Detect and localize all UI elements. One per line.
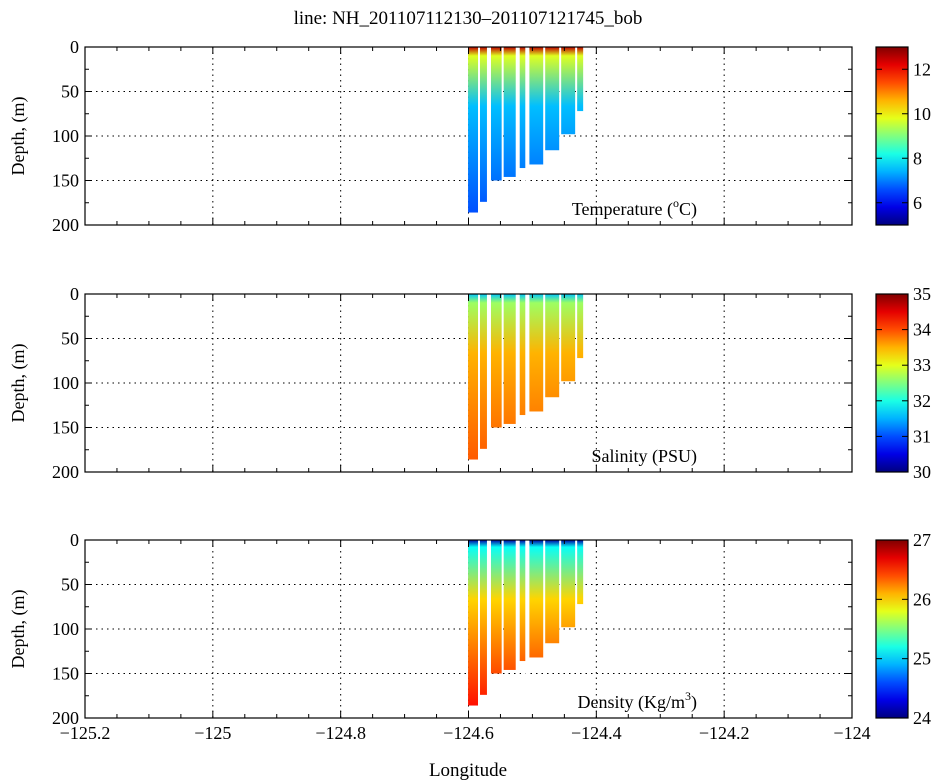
colorbar-tick-label-0: 30 bbox=[913, 462, 931, 482]
data-column-5 bbox=[529, 294, 544, 412]
data-gap-1 bbox=[515, 47, 520, 217]
colorbar bbox=[875, 539, 909, 719]
data-gap-1 bbox=[515, 540, 520, 710]
data-gap-1 bbox=[515, 294, 520, 464]
y-tick-label-2: 100 bbox=[52, 126, 79, 146]
y-tick-label-2: 100 bbox=[52, 373, 79, 393]
data-column-7 bbox=[561, 540, 576, 628]
data-column-3 bbox=[503, 540, 517, 670]
data-column-0 bbox=[468, 47, 479, 213]
annotation-superscript: o bbox=[673, 196, 679, 210]
data-column-6 bbox=[545, 540, 560, 644]
x-tick-label-1: −125 bbox=[194, 723, 231, 743]
x-tick-label-5: −124.2 bbox=[699, 723, 750, 743]
figure-title: line: NH_201107112130–201107121745_bob bbox=[294, 8, 643, 29]
colorbar-tick-label-4: 34 bbox=[913, 320, 931, 340]
colorbar bbox=[875, 46, 909, 226]
x-tick-label-0: −125.2 bbox=[60, 723, 111, 743]
annotation-text: Density (Kg/m bbox=[578, 692, 686, 713]
x-tick-label-4: −124.4 bbox=[571, 723, 622, 743]
y-tick-label-3: 150 bbox=[52, 418, 79, 438]
colorbar-tick-label-3: 27 bbox=[913, 530, 931, 550]
data-gap-2 bbox=[525, 294, 530, 464]
data-gap-2 bbox=[525, 47, 530, 217]
annotation-end: C) bbox=[679, 199, 697, 220]
data-column-2 bbox=[490, 540, 502, 674]
x-tick-label-3: −124.6 bbox=[443, 723, 494, 743]
data-column-3 bbox=[503, 294, 517, 424]
colorbar-tick-label-1: 25 bbox=[913, 649, 931, 669]
data-column-7 bbox=[561, 294, 576, 382]
y-tick-label-1: 50 bbox=[61, 575, 79, 595]
y-tick-label-0: 0 bbox=[70, 37, 79, 57]
y-tick-label-1: 50 bbox=[61, 329, 79, 349]
colorbar-tick-label-5: 35 bbox=[913, 284, 931, 304]
annotation-superscript: 3 bbox=[685, 689, 691, 703]
panel-annotation: Density (Kg/m3) bbox=[578, 689, 698, 713]
colorbar-tick-label-3: 12 bbox=[913, 59, 931, 79]
colorbar-tick-label-3: 33 bbox=[913, 355, 931, 375]
panel-salinity: 0 50 100 150 200 Depth, (m) Salinity (PSU) 30 31… bbox=[8, 284, 931, 482]
annotation-text: Salinity (PSU) bbox=[591, 446, 697, 467]
colorbar-tick-label-0: 24 bbox=[913, 708, 931, 728]
y-axis-label: Depth, (m) bbox=[8, 590, 29, 669]
colorbar-tick-label-1: 8 bbox=[913, 148, 922, 168]
panel-density: 0 50 100 150 200−125.2 −125 −124.8 −124.6 −124.4… bbox=[8, 530, 931, 743]
data-gap-0 bbox=[486, 294, 491, 464]
y-tick-label-3: 150 bbox=[52, 171, 79, 191]
y-axis-label: Depth, (m) bbox=[8, 344, 29, 423]
colorbar-tick-label-0: 6 bbox=[913, 193, 922, 213]
data-column-4 bbox=[518, 540, 528, 662]
colorbar-tick-label-2: 32 bbox=[913, 391, 931, 411]
data-column-6 bbox=[545, 47, 560, 151]
colorbar-tick-label-2: 26 bbox=[913, 589, 931, 609]
y-tick-label-3: 150 bbox=[52, 664, 79, 684]
data-column-0 bbox=[468, 540, 479, 706]
data-column-6 bbox=[545, 294, 560, 398]
data-column-5 bbox=[529, 47, 544, 165]
data-gap-2 bbox=[525, 540, 530, 710]
data-column-0 bbox=[468, 294, 479, 460]
x-tick-label-6: −124 bbox=[833, 723, 870, 743]
panel-annotation: Temperature (oC) bbox=[572, 196, 697, 220]
data-column-3 bbox=[503, 47, 517, 177]
data-column-1 bbox=[480, 294, 489, 449]
colorbar bbox=[875, 293, 909, 473]
data-column-2 bbox=[490, 294, 502, 428]
data-gap-0 bbox=[486, 540, 491, 710]
data-column-4 bbox=[518, 47, 528, 169]
y-tick-label-2: 100 bbox=[52, 619, 79, 639]
y-tick-label-1: 50 bbox=[61, 82, 79, 102]
colorbar-tick-label-1: 31 bbox=[913, 426, 931, 446]
y-axis-label: Depth, (m) bbox=[8, 97, 29, 176]
x-axis-label: Longitude bbox=[429, 760, 507, 781]
panel-temperature: 0 50 100 150 200 Depth, (m) Temperature (oC) 6 8… bbox=[8, 37, 931, 235]
x-tick-label-2: −124.8 bbox=[315, 723, 366, 743]
panel-annotation: Salinity (PSU) bbox=[591, 446, 697, 467]
data-column-7 bbox=[561, 47, 576, 135]
y-tick-label-0: 0 bbox=[70, 530, 79, 550]
y-tick-label-4: 200 bbox=[52, 708, 79, 728]
colorbar-tick-label-2: 10 bbox=[913, 104, 931, 124]
data-column-2 bbox=[490, 47, 502, 181]
annotation-text: Temperature ( bbox=[572, 199, 673, 220]
y-tick-label-4: 200 bbox=[52, 215, 79, 235]
annotation-end: ) bbox=[691, 692, 697, 713]
data-gap-0 bbox=[486, 47, 491, 217]
y-tick-label-0: 0 bbox=[70, 284, 79, 304]
data-column-8 bbox=[577, 47, 584, 112]
data-column-4 bbox=[518, 294, 528, 416]
data-column-1 bbox=[480, 47, 489, 202]
data-column-5 bbox=[529, 540, 544, 658]
data-column-8 bbox=[577, 540, 584, 605]
data-column-8 bbox=[577, 294, 584, 359]
y-tick-label-4: 200 bbox=[52, 462, 79, 482]
data-column-1 bbox=[480, 540, 489, 695]
